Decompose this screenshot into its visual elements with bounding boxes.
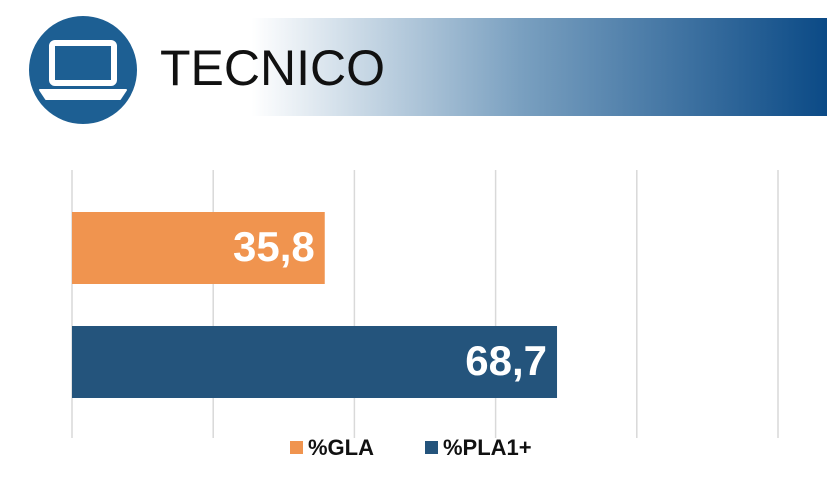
chart-title: TECNICO <box>160 40 385 96</box>
bar <box>72 326 558 398</box>
legend-label: %PLA1+ <box>443 435 532 460</box>
legend-swatch <box>290 441 303 454</box>
bar <box>72 212 325 284</box>
data-label: 68,7 <box>465 337 547 384</box>
icon-circle <box>25 12 141 128</box>
legend-label: %GLA <box>308 435 374 460</box>
laptop-icon <box>39 40 127 100</box>
data-label: 35,8 <box>233 223 315 270</box>
title-banner <box>60 18 827 116</box>
legend-swatch <box>425 441 438 454</box>
